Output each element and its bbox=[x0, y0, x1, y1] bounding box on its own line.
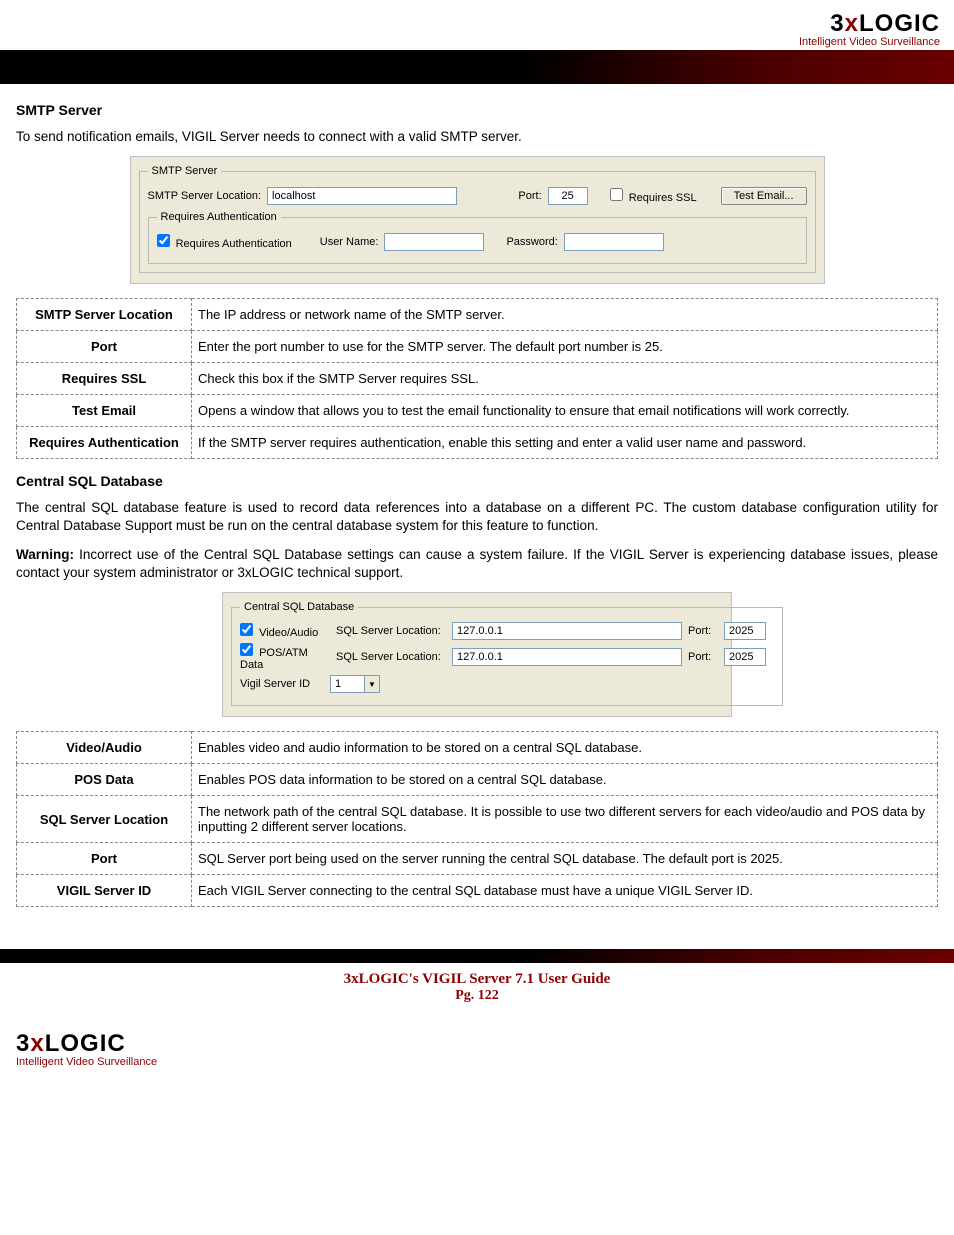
sql-port-label-2: Port: bbox=[688, 651, 718, 663]
logo-part-x: x bbox=[845, 10, 859, 37]
warning-label: Warning: bbox=[16, 547, 74, 562]
logo-part-3: 3 bbox=[16, 1030, 30, 1057]
term-cell: SMTP Server Loca​tion bbox=[17, 299, 192, 331]
logo-part-logic: LOGIC bbox=[45, 1030, 126, 1057]
logo-part-x: x bbox=[30, 1030, 44, 1057]
requires-auth-checkbox[interactable] bbox=[157, 234, 170, 247]
table-row: Requires Authen​ticationIf the SMTP serv… bbox=[17, 427, 938, 459]
desc-cell: If the SMTP server requires authenticati… bbox=[192, 427, 938, 459]
sql-settings-panel: Central SQL Database Video/Audio SQL Ser… bbox=[222, 592, 732, 717]
sql-loc-input-2[interactable] bbox=[452, 648, 682, 666]
logo-tagline: Intelligent Video Surveillance bbox=[16, 1056, 938, 1068]
desc-cell: Enables video and audio information to b… bbox=[192, 732, 938, 764]
table-row: VIGIL Server IDEach VIGIL Server connect… bbox=[17, 875, 938, 907]
smtp-location-label: SMTP Server Location: bbox=[148, 190, 262, 202]
desc-cell: The network path of the central SQL data… bbox=[192, 796, 938, 843]
requires-ssl-checkbox[interactable] bbox=[610, 188, 623, 201]
smtp-port-input[interactable] bbox=[548, 187, 588, 205]
password-label: Password: bbox=[506, 236, 557, 248]
desc-cell: SQL Server port being used on the server… bbox=[192, 843, 938, 875]
header-logo: 3xLOGIC Intelligent Video Surveillance bbox=[0, 0, 954, 50]
desc-cell: Each VIGIL Server connecting to the cent… bbox=[192, 875, 938, 907]
header-divider-bar bbox=[0, 50, 954, 84]
smtp-group-label: SMTP Server bbox=[148, 165, 222, 177]
table-row: PortSQL Server port being used on the se… bbox=[17, 843, 938, 875]
term-cell: VIGIL Server ID bbox=[17, 875, 192, 907]
requires-auth-checkbox-wrap[interactable]: Requires Authentication bbox=[157, 234, 292, 250]
video-audio-checkbox[interactable] bbox=[240, 623, 253, 636]
table-row: PortEnter the port number to use for the… bbox=[17, 331, 938, 363]
term-cell: SQL Server Location bbox=[17, 796, 192, 843]
term-cell: Requires SSL bbox=[17, 363, 192, 395]
table-row: SMTP Server Loca​tionThe IP address or n… bbox=[17, 299, 938, 331]
smtp-definitions-table: SMTP Server Loca​tionThe IP address or n… bbox=[16, 298, 938, 459]
desc-cell: Enables POS data information to be store… bbox=[192, 764, 938, 796]
desc-cell: Enter the port number to use for the SMT… bbox=[192, 331, 938, 363]
requires-ssl-label: Requires SSL bbox=[629, 192, 697, 204]
vigil-server-id-select[interactable]: 1 ▼ bbox=[330, 675, 380, 693]
table-row: Test EmailOpens a window that allows you… bbox=[17, 395, 938, 427]
term-cell: Video/Audio bbox=[17, 732, 192, 764]
sql-heading: Central SQL Database bbox=[16, 473, 938, 489]
username-label: User Name: bbox=[320, 236, 379, 248]
table-row: POS DataEnables POS data information to … bbox=[17, 764, 938, 796]
footer-title: 3xLOGIC's VIGIL Server 7.1 User Guide bbox=[0, 971, 954, 988]
logo-part-3: 3 bbox=[830, 10, 844, 37]
table-row: Requires SSLCheck this box if the SMTP S… bbox=[17, 363, 938, 395]
sql-group-label: Central SQL Database bbox=[240, 601, 358, 613]
username-input[interactable] bbox=[384, 233, 484, 251]
video-audio-label: Video/Audio bbox=[259, 627, 318, 639]
term-cell: Test Email bbox=[17, 395, 192, 427]
logo-part-logic: LOGIC bbox=[859, 10, 940, 37]
sql-para1: The central SQL database feature is used… bbox=[16, 499, 938, 535]
footer-text: 3xLOGIC's VIGIL Server 7.1 User Guide Pg… bbox=[0, 963, 954, 1016]
term-cell: Requires Authen​tication bbox=[17, 427, 192, 459]
term-cell: POS Data bbox=[17, 764, 192, 796]
auth-group-label: Requires Authentication bbox=[157, 211, 281, 223]
desc-cell: Check this box if the SMTP Server requir… bbox=[192, 363, 938, 395]
desc-cell: The IP address or network name of the SM… bbox=[192, 299, 938, 331]
smtp-port-label: Port: bbox=[518, 190, 541, 202]
table-row: SQL Server LocationThe network path of t… bbox=[17, 796, 938, 843]
pos-atm-checkbox[interactable] bbox=[240, 643, 253, 656]
footer-divider-bar bbox=[0, 949, 954, 963]
sql-warning: Warning: Incorrect use of the Central SQ… bbox=[16, 546, 938, 582]
sql-port-label-1: Port: bbox=[688, 625, 718, 637]
desc-cell: Opens a window that allows you to test t… bbox=[192, 395, 938, 427]
pos-atm-checkbox-wrap[interactable]: POS/ATM Data bbox=[240, 643, 330, 671]
vigil-server-id-value: 1 bbox=[331, 678, 364, 690]
sql-loc-label-1: SQL Server Location: bbox=[336, 625, 446, 637]
table-row: Video/AudioEnables video and audio infor… bbox=[17, 732, 938, 764]
requires-ssl-checkbox-wrap[interactable]: Requires SSL bbox=[610, 188, 697, 204]
footer-page: Pg. 122 bbox=[0, 988, 954, 1004]
term-cell: Port bbox=[17, 843, 192, 875]
smtp-heading: SMTP Server bbox=[16, 102, 938, 118]
sql-loc-input-1[interactable] bbox=[452, 622, 682, 640]
logo-tagline: Intelligent Video Surveillance bbox=[14, 36, 940, 48]
sql-definitions-table: Video/AudioEnables video and audio infor… bbox=[16, 731, 938, 907]
video-audio-checkbox-wrap[interactable]: Video/Audio bbox=[240, 623, 330, 639]
smtp-location-input[interactable] bbox=[267, 187, 457, 205]
requires-auth-label: Requires Authentication bbox=[176, 238, 292, 250]
footer-logo: 3xLOGIC Intelligent Video Surveillance bbox=[0, 1016, 954, 1088]
vigil-server-id-label: Vigil Server ID bbox=[240, 678, 324, 690]
warning-text: Incorrect use of the Central SQL Databas… bbox=[16, 547, 938, 580]
test-email-button[interactable]: Test Email... bbox=[721, 187, 807, 205]
password-input[interactable] bbox=[564, 233, 664, 251]
sql-loc-label-2: SQL Server Location: bbox=[336, 651, 446, 663]
chevron-down-icon[interactable]: ▼ bbox=[364, 676, 379, 692]
sql-port-input-2[interactable] bbox=[724, 648, 766, 666]
smtp-intro: To send notification emails, VIGIL Serve… bbox=[16, 128, 938, 146]
sql-port-input-1[interactable] bbox=[724, 622, 766, 640]
smtp-settings-panel: SMTP Server SMTP Server Location: Port: … bbox=[130, 156, 825, 284]
term-cell: Port bbox=[17, 331, 192, 363]
